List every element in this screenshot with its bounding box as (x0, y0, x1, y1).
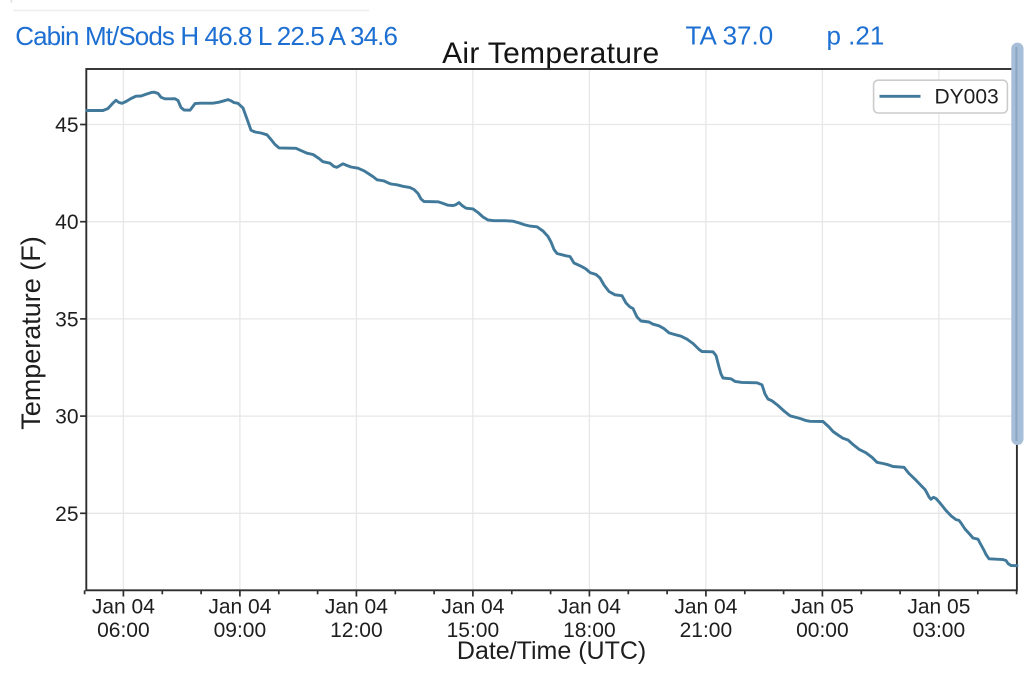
svg-text:Jan 04: Jan 04 (92, 596, 155, 619)
svg-text:00:00: 00:00 (796, 619, 849, 642)
svg-text:35: 35 (55, 308, 78, 331)
svg-text:40: 40 (55, 211, 78, 234)
svg-text:Jan 04: Jan 04 (208, 596, 271, 619)
svg-text:Jan 05: Jan 05 (907, 596, 970, 619)
svg-text:Air Temperature: Air Temperature (442, 37, 659, 70)
svg-text:Jan 04: Jan 04 (558, 596, 621, 619)
svg-text:15:00: 15:00 (447, 619, 500, 642)
svg-text:Jan 04: Jan 04 (441, 596, 504, 619)
svg-text:Temperature (F): Temperature (F) (16, 236, 46, 430)
svg-text:12:00: 12:00 (330, 619, 383, 642)
svg-text:Jan 04: Jan 04 (674, 596, 737, 619)
svg-text:DY003: DY003 (935, 86, 999, 109)
svg-text:25: 25 (55, 503, 78, 526)
svg-text:Cabin Mt/Sods H 46.8 L 22.5 A: Cabin Mt/Sods H 46.8 L 22.5 A 34.6 (15, 21, 397, 51)
svg-text:06:00: 06:00 (97, 619, 150, 642)
svg-text:18:00: 18:00 (563, 619, 616, 642)
svg-text:21:00: 21:00 (680, 619, 733, 642)
svg-text:Jan 05: Jan 05 (791, 596, 854, 619)
svg-text:p .21: p .21 (827, 21, 885, 51)
svg-text:03:00: 03:00 (913, 619, 966, 642)
svg-text:TA 37.0: TA 37.0 (686, 21, 774, 51)
svg-text:30: 30 (55, 406, 78, 429)
svg-text:Date/Time (UTC): Date/Time (UTC) (457, 637, 646, 665)
svg-text:Jan 04: Jan 04 (325, 596, 388, 619)
svg-text:09:00: 09:00 (214, 619, 267, 642)
svg-text:45: 45 (55, 114, 78, 137)
